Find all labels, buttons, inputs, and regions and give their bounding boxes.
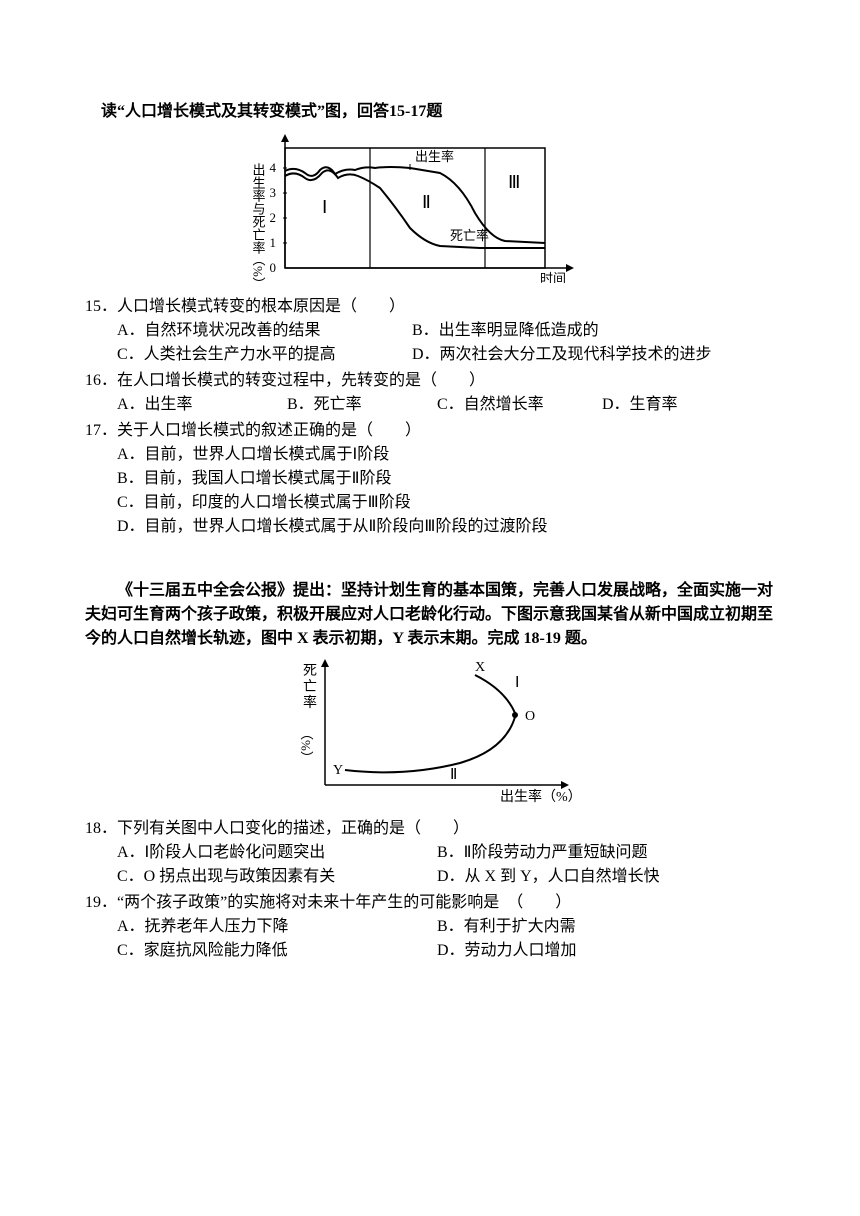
svg-text:1: 1 [270,235,277,250]
q16-opt-c: C．自然增长率 [437,393,602,417]
q15-opt-a: A．自然环境状况改善的结果 [117,319,412,343]
q16-opt-a: A．出生率 [117,393,287,417]
region-i: Ⅰ [515,675,519,691]
region-ii: Ⅱ [450,767,457,783]
q15-opt-c: C．人类社会生产力水平的提高 [117,343,412,367]
q17-opt-a: A．目前，世界人口增长模式属于Ⅰ阶段 [85,443,775,467]
q16-opt-b: B．死亡率 [287,393,437,417]
y-label-2-1: 死 [303,664,317,679]
q17-opt-c: C．目前，印度的人口增长模式属于Ⅲ阶段 [85,491,775,515]
question-16: 16．在人口增长模式的转变过程中，先转变的是（ ） A．出生率 B．死亡率 C．… [85,369,775,417]
region-2: Ⅱ [422,192,431,212]
q18-text: 18．下列有关图中人口变化的描述，正确的是（ ） [85,817,775,841]
y-label-1: 出生率与死亡率 [251,163,266,254]
question-19: 19．“两个孩子政策”的实施将对未来十年产生的可能影响是 （ ） A．抚养老年人… [85,891,775,963]
q19-text: 19．“两个孩子政策”的实施将对未来十年产生的可能影响是 （ ） [85,891,775,915]
q19-opt-d: D．劳动力人口增加 [437,939,577,963]
svg-text:4: 4 [270,160,277,175]
q18-opt-c: C．O 拐点出现与政策因素有关 [117,865,437,889]
question-17: 17．关于人口增长模式的叙述正确的是（ ） A．目前，世界人口增长模式属于Ⅰ阶段… [85,419,775,539]
label-y: Y [333,763,343,778]
svg-text:2: 2 [270,210,277,225]
intro-1: 读“人口增长模式及其转变模式”图，回答15-17题 [85,100,775,124]
q15-opt-d: D．两次社会大分工及现代科学技术的进步 [412,343,712,367]
death-rate-label: 死亡率 [450,228,489,243]
q19-opt-c: C．家庭抗风险能力降低 [117,939,437,963]
question-18: 18．下列有关图中人口变化的描述，正确的是（ ） A．Ⅰ阶段人口老龄化问题突出 … [85,817,775,889]
region-3: Ⅲ [508,172,520,192]
q16-opt-d: D．生育率 [602,393,678,417]
q17-opt-d: D．目前，世界人口增长模式属于从Ⅱ阶段向Ⅲ阶段的过渡阶段 [85,515,775,539]
chart-1: 出生率与死亡率 （%） 0 1 2 3 4 出生率 死亡率 Ⅰ Ⅱ Ⅲ 时间 [85,128,775,291]
label-o: O [525,709,535,724]
y-label-2-2: 亡 [303,679,317,695]
q17-text: 17．关于人口增长模式的叙述正确的是（ ） [85,419,775,443]
label-x: X [475,660,485,675]
y-unit-1: （%） [251,253,266,283]
q19-opt-a: A．抚养老年人压力下降 [117,915,437,939]
y-label-2-3: 率 [303,694,317,711]
q16-text: 16．在人口增长模式的转变过程中，先转变的是（ ） [85,369,775,393]
chart-2: 死 亡 率 （%） O X Y Ⅰ Ⅱ 出生率（%） [85,655,775,813]
question-15: 15．人口增长模式转变的根本原因是（ ） A．自然环境状况改善的结果 B．出生率… [85,295,775,367]
svg-text:3: 3 [270,185,277,200]
intro-2: 《十三届五中全会公报》提出：坚持计划生育的基本国策，完善人口发展战略，全面实施一… [85,579,775,651]
x-label-2: 出生率（%） [500,788,582,805]
region-1: Ⅰ [322,197,327,217]
q18-opt-a: A．Ⅰ阶段人口老龄化问题突出 [117,841,437,865]
q18-opt-d: D．从 X 到 Y，人口自然增长快 [437,865,660,889]
q15-text: 15．人口增长模式转变的根本原因是（ ） [85,295,775,319]
q19-opt-b: B．有利于扩大内需 [437,915,576,939]
point-o [512,712,518,718]
x-label-1: 时间 [540,271,566,283]
q15-opt-b: B．出生率明显降低造成的 [412,319,599,343]
svg-text:0: 0 [270,260,277,275]
q18-opt-b: B．Ⅱ阶段劳动力严重短缺问题 [437,841,648,865]
y-unit-2: （%） [299,727,314,764]
q17-opt-b: B．目前，我国人口增长模式属于Ⅱ阶段 [85,467,775,491]
birth-rate-label: 出生率 [415,149,454,164]
